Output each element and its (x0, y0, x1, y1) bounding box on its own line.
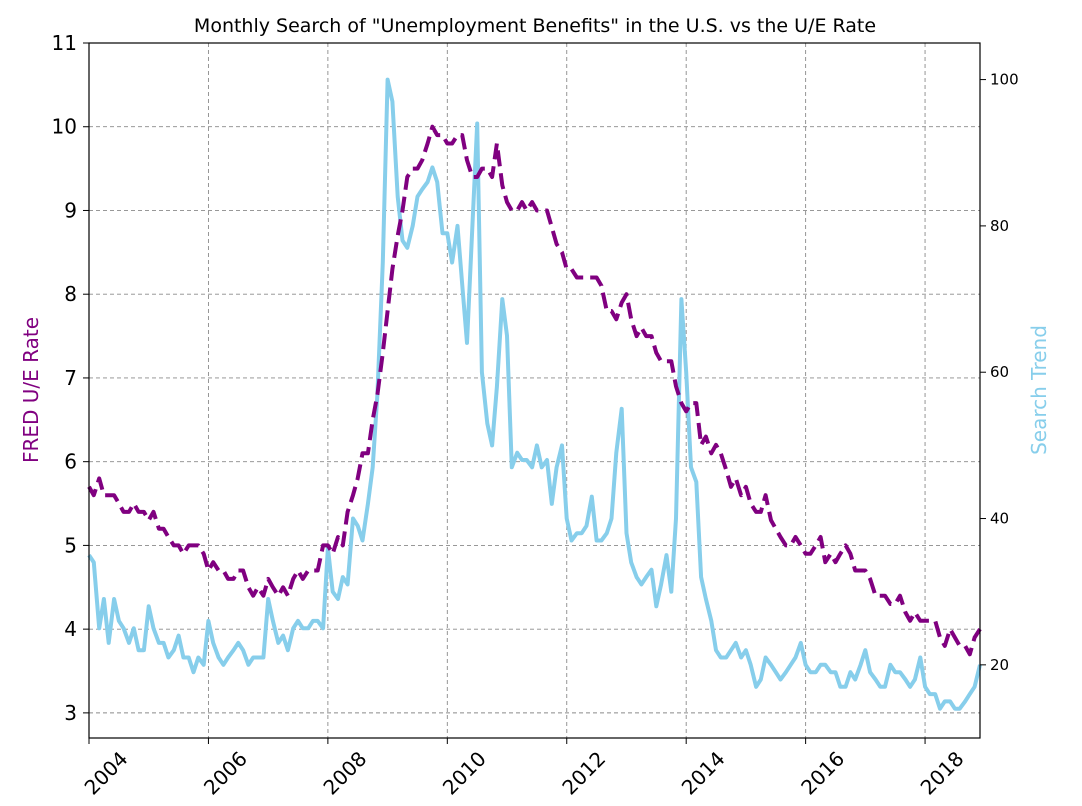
chart-title: Monthly Search of "Unemployment Benefits… (194, 15, 876, 37)
y-left-tick-label: 8 (64, 282, 77, 306)
y-left-tick-label: 5 (64, 533, 77, 557)
y-left-tick-label: 9 (64, 198, 77, 222)
plot-frame (88, 42, 981, 739)
y-left-tick-label: 11 (52, 31, 77, 55)
y-right-tick-label: 40 (990, 510, 1009, 528)
y-left-tick-label: 6 (64, 450, 77, 474)
y-left-tick-label: 10 (52, 115, 77, 139)
series-layer (87, 77, 982, 711)
y-right-tick-label: 80 (990, 217, 1009, 235)
y-right-tick-label: 60 (990, 363, 1009, 381)
y-left-tick-label: 3 (64, 701, 77, 725)
search-trend-line (87, 77, 982, 711)
left-axis-label: FRED U/E Rate (19, 317, 43, 463)
y-left-tick-label: 7 (64, 366, 77, 390)
right-axis-label: Search Trend (1027, 325, 1051, 455)
y-left-tick-label: 4 (64, 617, 77, 641)
y-right-tick-label: 20 (990, 656, 1009, 674)
ue-rate-line (87, 124, 982, 657)
y-right-tick-label: 100 (990, 71, 1019, 89)
